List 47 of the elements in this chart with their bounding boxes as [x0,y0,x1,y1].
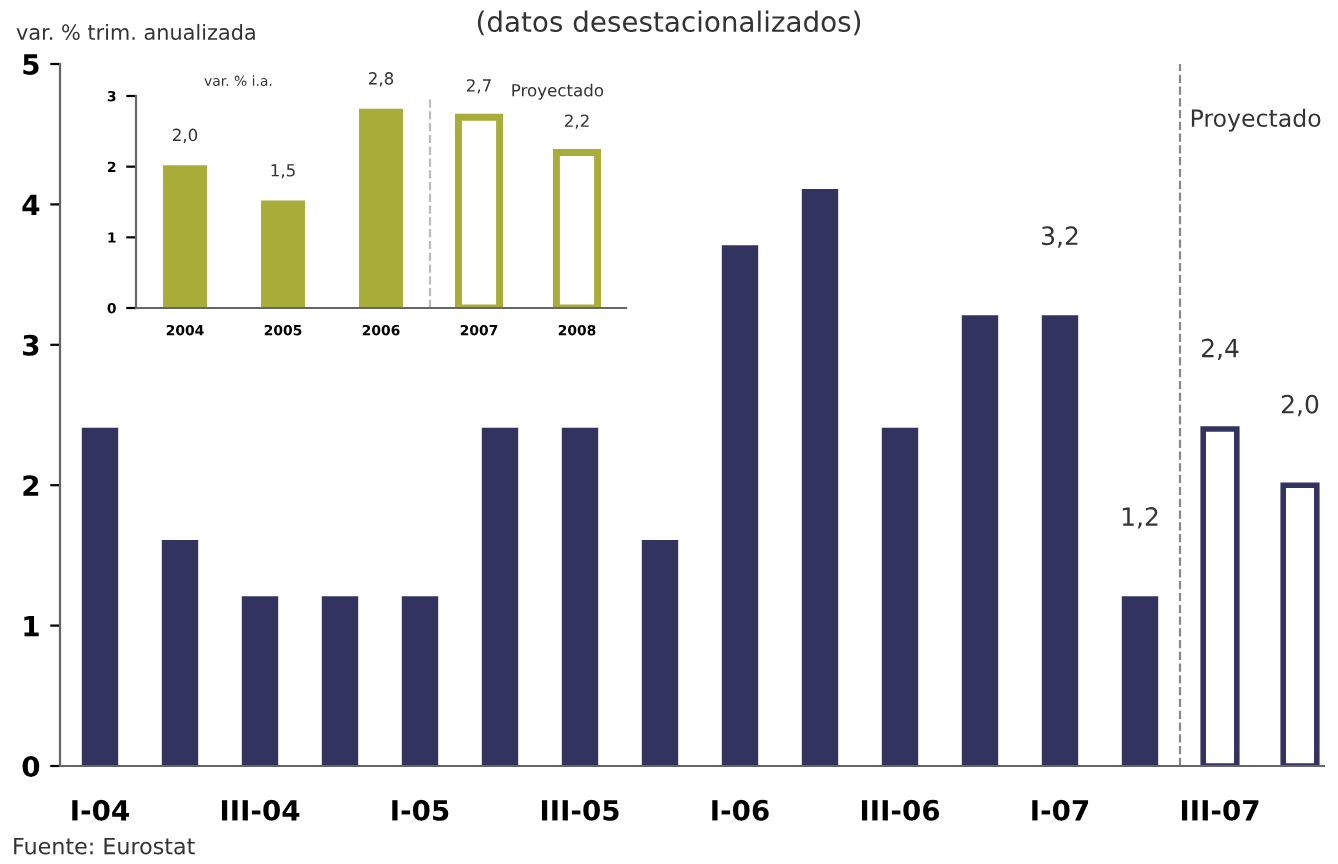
x-tick-label: III-06 [861,799,940,821]
data-label: 2,7 [466,79,491,94]
bar [81,427,119,766]
source-note: Fuente: Eurostat [14,837,195,855]
bar [161,539,199,766]
bar [561,427,599,766]
bar [321,596,359,766]
bar [261,200,305,308]
data-label: 2,4 [1201,338,1239,361]
y-tick-label: 5 [23,54,39,75]
bar [401,596,439,766]
x-tick-label: III-05 [541,799,619,821]
bar [1280,482,1320,766]
x-tick-label: I-05 [392,799,449,821]
annotation: Proyectado [512,83,604,100]
annotation: Proyectado [1191,108,1321,132]
bar [801,188,839,766]
x-tick-label: I-07 [1032,799,1089,821]
bar [481,427,519,766]
data-label: 1,2 [1122,507,1158,529]
y-tick-label: 3 [23,334,39,356]
data-label: 2,0 [1281,394,1319,417]
y-tick-label: 1 [24,615,39,637]
data-label: 2,2 [564,114,589,129]
bar [721,245,759,766]
bar [881,427,919,766]
x-tick-label: I-04 [72,799,129,821]
y-tick-label: 4 [22,194,40,215]
bar [1121,596,1159,766]
bar [163,165,207,308]
data-label: 3,2 [1042,226,1078,248]
bar [961,315,999,766]
bar [1041,315,1079,766]
y-tick-label: 0 [22,755,40,777]
data-label: 2,8 [368,72,394,87]
bar [1200,426,1240,766]
chart-subtitle: (datos desestacionalizados) [477,10,861,36]
x-tick-label: III-07 [1181,799,1259,821]
data-label: 2,0 [172,128,198,143]
y-tick-label: 2 [23,475,39,496]
x-tick-label: III-04 [221,799,300,821]
y-axis-title: var. % trim. anualizada [16,23,255,41]
data-label: 1,5 [271,164,295,179]
bar [641,539,679,766]
bar [241,596,279,766]
bar [359,108,403,308]
x-tick-label: I-06 [712,799,769,821]
